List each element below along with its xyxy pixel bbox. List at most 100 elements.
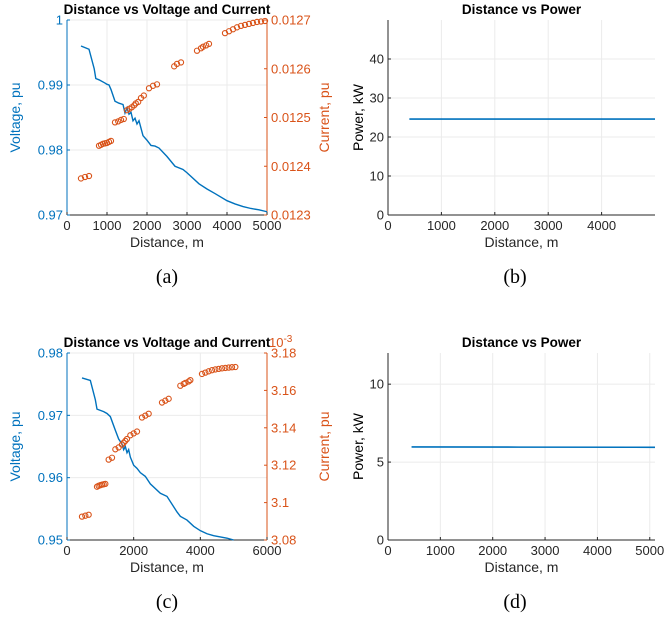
current-point: [130, 430, 137, 437]
current-point: [82, 512, 89, 519]
current-point: [102, 480, 109, 488]
x-tick-label: 4000: [587, 218, 616, 233]
y2-axis-label: Current, pu: [316, 411, 332, 481]
current-point: [120, 115, 127, 123]
y-tick-label: 10: [370, 377, 384, 392]
x-tick-label: 2000: [133, 218, 162, 233]
current-point: [241, 21, 249, 29]
x-tick-label: 0: [63, 543, 70, 558]
y-tick-label: 0: [377, 533, 384, 548]
current-point: [123, 435, 131, 443]
current-point: [233, 24, 241, 31]
y-tick-label: 0.97: [38, 408, 63, 423]
subfigure-caption: (a): [156, 266, 178, 288]
y-tick-label: 5: [377, 455, 384, 470]
current-point: [81, 173, 89, 181]
y-axis-label: Power, kW: [350, 412, 366, 480]
current-point: [138, 414, 146, 421]
chart-a: Distance vs Voltage and Current 0 1000 2000…: [7, 2, 332, 288]
y2-tick-label: 0.0125: [271, 110, 311, 125]
current-point: [117, 116, 125, 124]
y-tick-label: 0.97: [38, 208, 63, 223]
y-tick-label: 10: [370, 169, 384, 184]
current-point: [107, 137, 115, 145]
chart-b: Distance vs Power 0 1000 2000 3000 4000 0 10 20 3…: [350, 2, 655, 288]
y-tick-label: 20: [370, 130, 384, 145]
current-point: [111, 119, 119, 126]
current-point: [237, 22, 245, 29]
current-point: [78, 513, 86, 520]
current-point: [215, 365, 222, 373]
current-point: [112, 446, 119, 453]
current-point: [173, 60, 181, 68]
current-point: [182, 379, 189, 387]
y-tick-label: 30: [370, 91, 384, 106]
x-tick-label: 0: [384, 218, 391, 233]
current-point: [198, 370, 206, 378]
current-point: [162, 397, 169, 404]
y-tick-label: 0: [377, 208, 384, 223]
chart-c: Distance vs Voltage and Current 0 2000 4000…: [7, 334, 332, 613]
current-point: [212, 366, 219, 373]
current-point: [145, 410, 152, 417]
current-point: [205, 368, 212, 375]
y-tick-label: 0.99: [38, 78, 63, 93]
x-axis-label: Distance, m: [130, 234, 204, 250]
current-point: [199, 43, 207, 50]
current-point: [122, 437, 129, 445]
x-tick-label: 4000: [583, 543, 612, 558]
x-tick-label: 5000: [635, 543, 664, 558]
y-axis-label: Voltage, pu: [7, 411, 23, 481]
x-tick-label: 4000: [186, 543, 215, 558]
current-point: [140, 92, 147, 99]
current-point: [105, 456, 112, 463]
y2-tick-label: 3.16: [271, 383, 296, 398]
y2-tick-label: 3.1: [271, 495, 289, 510]
y-tick-label: 40: [370, 52, 384, 67]
current-point: [222, 364, 229, 372]
current-point: [120, 439, 127, 446]
subfigure-caption: (c): [156, 591, 178, 613]
chart-title: Distance vs Voltage and Current: [64, 335, 271, 350]
current-point: [158, 399, 166, 406]
current-point: [85, 511, 92, 518]
current-point: [261, 17, 269, 25]
chart-title: Distance vs Power: [462, 2, 582, 17]
chart-title: Distance vs Voltage and Current: [64, 2, 271, 17]
current-point: [118, 441, 126, 448]
current-point: [245, 20, 253, 28]
x-tick-label: 2000: [480, 218, 509, 233]
y-tick-label: 0.98: [38, 143, 63, 158]
y-tick-label: 0.96: [38, 470, 63, 485]
x-tick-label: 1000: [426, 543, 455, 558]
current-point: [108, 454, 116, 461]
x-tick-label: 1000: [427, 218, 456, 233]
current-point: [228, 364, 236, 371]
x-tick-label: 4000: [213, 218, 242, 233]
x-tick-label: 3000: [173, 218, 202, 233]
current-point: [218, 365, 226, 372]
y2-tick-label: 3.08: [271, 533, 296, 548]
x-tick-label: 3000: [534, 218, 563, 233]
y2-axis-label: Current, pu: [316, 82, 332, 152]
current-point: [127, 432, 134, 439]
y-axis-label: Voltage, pu: [7, 82, 23, 152]
current-point: [77, 175, 85, 182]
y2-tick-label: 3.12: [271, 458, 296, 473]
voltage-line: [81, 377, 234, 541]
y2-tick-label: 0.0126: [271, 61, 311, 76]
current-point: [185, 378, 192, 385]
current-point: [253, 18, 261, 26]
current-point: [187, 376, 194, 384]
y-tick-label: 1: [56, 13, 63, 28]
x-tick-label: 6000: [253, 543, 282, 558]
y-tick-label: 0.95: [38, 533, 63, 548]
voltage-line: [80, 45, 268, 213]
current-point: [85, 172, 93, 180]
plot-area: [67, 353, 267, 540]
current-point: [165, 395, 172, 402]
chart-title: Distance vs Power: [462, 335, 582, 350]
subfigure-caption: (b): [503, 266, 526, 288]
y-axis-label: Power, kW: [350, 83, 366, 151]
